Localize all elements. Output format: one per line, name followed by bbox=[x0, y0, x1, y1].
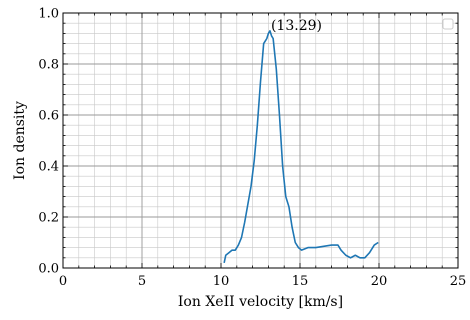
y-tick-label: 1.0 bbox=[38, 7, 59, 22]
series-line-0 bbox=[223, 30, 379, 264]
x-tick-labels: 0 5 10 15 20 25 bbox=[59, 274, 466, 289]
x-tick-label: 5 bbox=[138, 274, 146, 289]
x-tick-label: 25 bbox=[450, 274, 467, 289]
peak-annotation: (13.29) bbox=[271, 18, 322, 34]
x-axis-label: Ion XeII velocity [km/s] bbox=[178, 294, 343, 310]
plot-frame bbox=[62, 12, 459, 269]
legend-box bbox=[442, 18, 454, 30]
y-tick-label: 0.6 bbox=[38, 109, 59, 124]
x-tick-label: 0 bbox=[59, 274, 67, 289]
x-tick-label: 15 bbox=[292, 274, 309, 289]
y-tick-label: 0.8 bbox=[38, 58, 59, 73]
x-tick-label: 10 bbox=[213, 274, 230, 289]
axis-ticks bbox=[62, 12, 459, 269]
y-tick-label: 0.4 bbox=[38, 160, 59, 175]
y-axis-label: Ion density bbox=[12, 101, 28, 180]
annotations: (13.29) bbox=[271, 18, 322, 34]
x-tick-label: 20 bbox=[371, 274, 388, 289]
y-tick-labels: 0.0 0.2 0.4 0.6 0.8 1.0 bbox=[38, 7, 59, 277]
y-tick-label: 0.2 bbox=[38, 211, 59, 226]
major-grid bbox=[62, 12, 459, 269]
series-group bbox=[223, 30, 379, 264]
y-tick-label: 0.0 bbox=[38, 262, 59, 277]
minor-grid bbox=[62, 12, 459, 269]
